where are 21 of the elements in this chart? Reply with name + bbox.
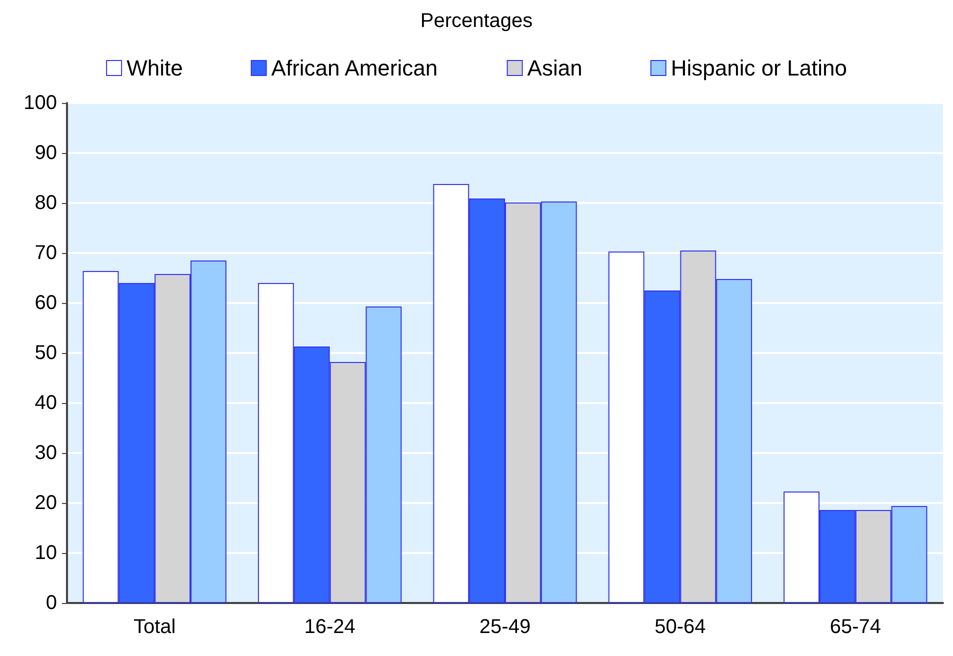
y-tick-label: 0 <box>46 592 57 614</box>
y-tick-label: 30 <box>34 442 57 464</box>
y-tick-label: 10 <box>34 542 57 564</box>
y-tick-label: 20 <box>34 492 57 514</box>
legend-label: Asian <box>527 56 582 80</box>
legend-label: White <box>126 56 183 80</box>
chart-title: Percentages <box>420 10 533 32</box>
x-tick-label: Total <box>133 616 176 638</box>
y-tick-label: 90 <box>34 142 57 164</box>
legend-label: Hispanic or Latino <box>670 56 847 80</box>
x-tick-label: 16-24 <box>304 616 356 638</box>
y-tick-label: 40 <box>34 392 57 414</box>
y-tick-label: 80 <box>34 192 57 214</box>
legend-label: African American <box>271 56 438 80</box>
x-tick-label: 25-49 <box>479 616 531 638</box>
y-tick-label: 100 <box>24 92 57 114</box>
x-tick-label: 50-64 <box>654 616 706 638</box>
x-tick-label: 65-74 <box>830 616 881 638</box>
y-tick-label: 60 <box>34 292 57 314</box>
y-tick-label: 70 <box>34 242 57 264</box>
y-tick-label: 50 <box>34 342 57 364</box>
